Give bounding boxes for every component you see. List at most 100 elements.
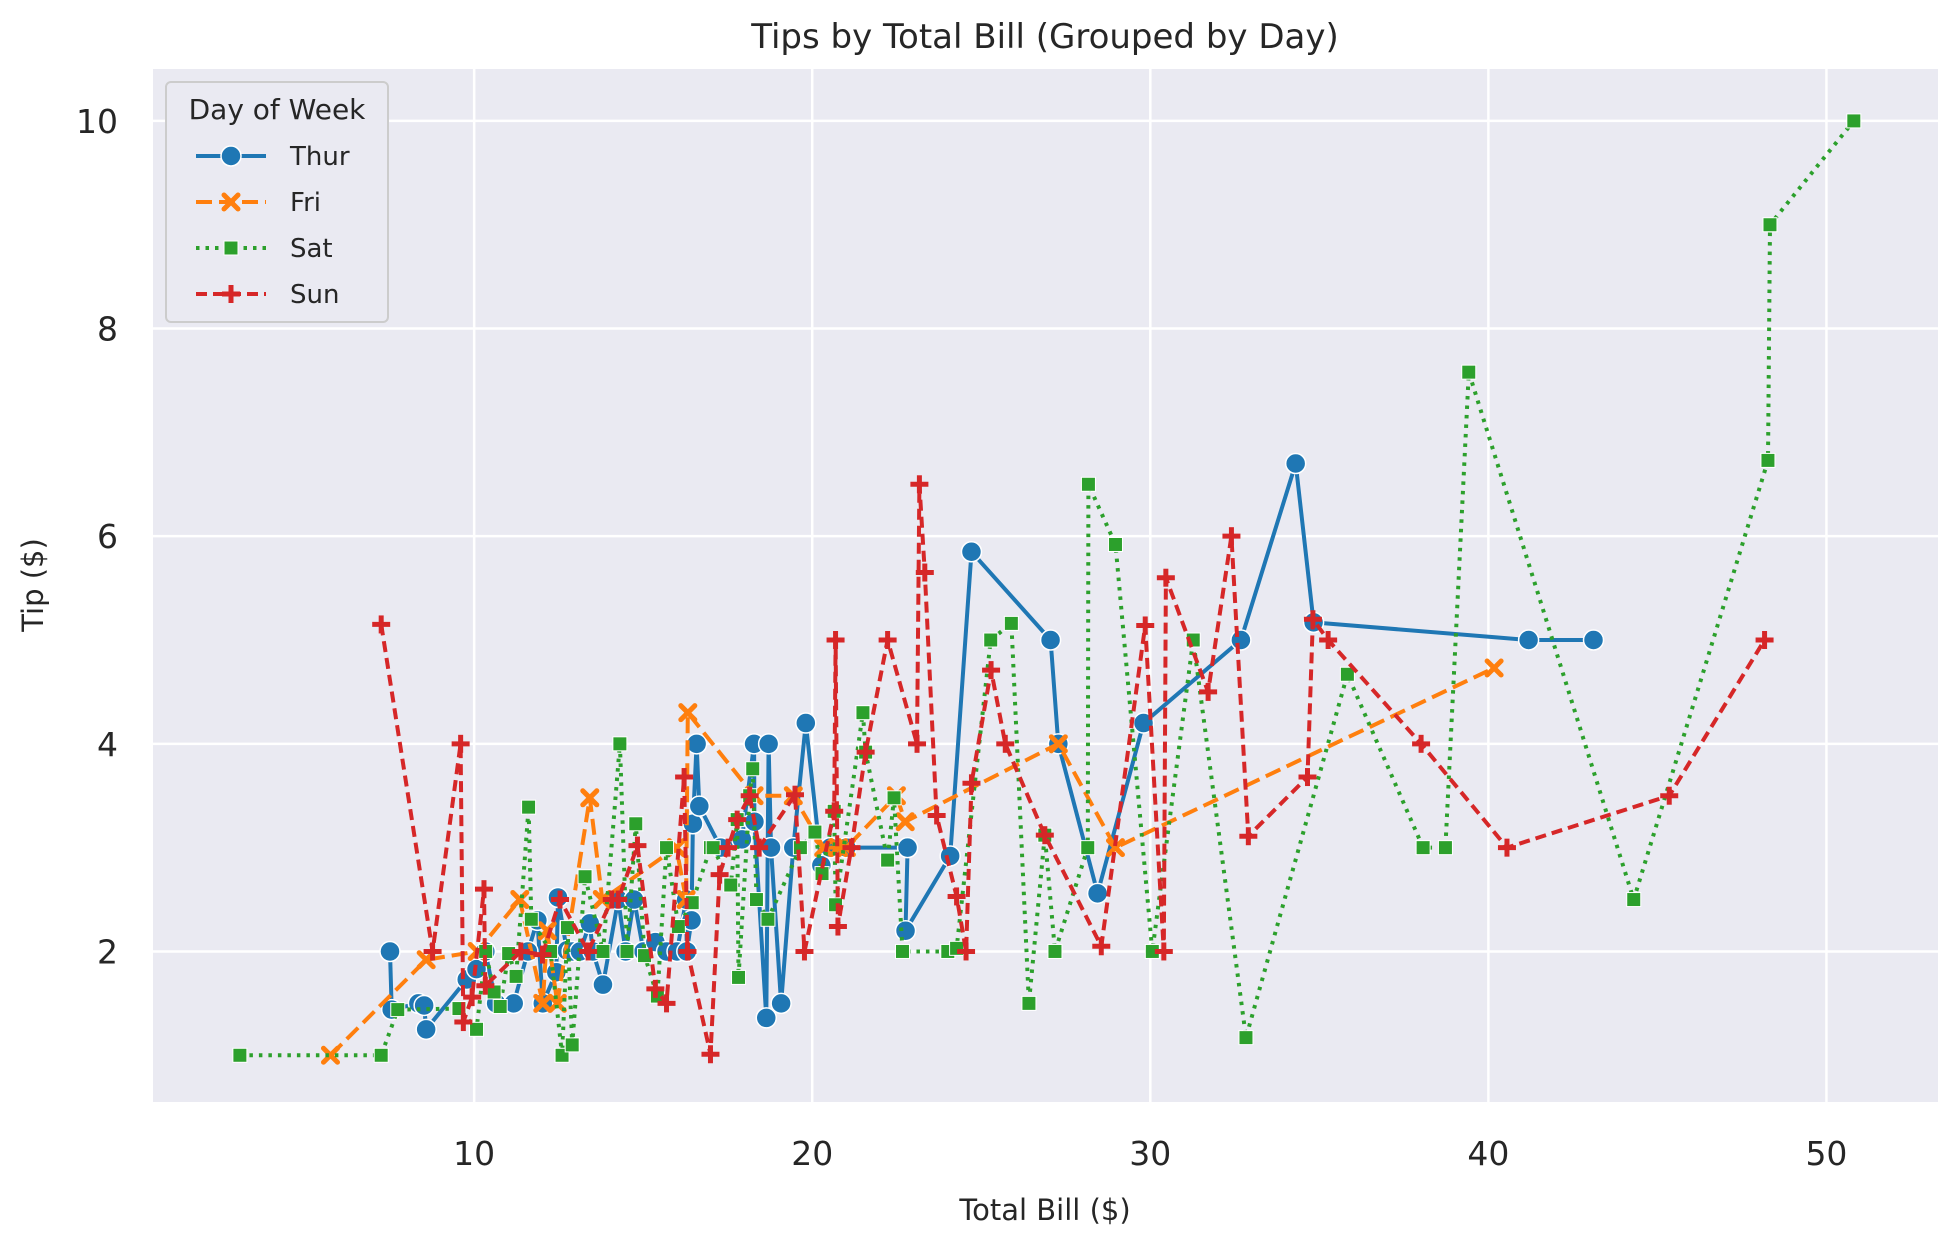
data-point — [646, 979, 665, 998]
x-tick-label: 50 — [1805, 1134, 1847, 1173]
data-point — [547, 993, 567, 1013]
data-point — [678, 942, 697, 961]
data-point — [579, 942, 598, 961]
data-point — [894, 919, 917, 942]
data-point — [1230, 629, 1252, 651]
data-point — [947, 887, 966, 906]
data-point — [785, 785, 804, 804]
y-axis-label: Tip ($) — [16, 538, 50, 633]
data-point — [1107, 536, 1123, 552]
x-tick-label: 10 — [453, 1134, 495, 1173]
data-point — [1582, 629, 1605, 651]
data-point — [1092, 937, 1111, 956]
series-markers — [372, 475, 1774, 1064]
data-point-stroke — [547, 993, 567, 1013]
data-point — [564, 1037, 580, 1053]
data-point — [685, 733, 708, 755]
data-point — [511, 942, 530, 961]
data-point — [1437, 840, 1453, 856]
legend-item-sat: Sat — [196, 234, 333, 264]
data-point — [927, 806, 946, 825]
data-point-stroke — [895, 812, 915, 832]
data-point — [373, 1047, 389, 1063]
data-point — [1298, 768, 1317, 787]
y-tick-label: 2 — [97, 932, 118, 971]
data-point — [533, 993, 553, 1013]
data-point — [770, 992, 792, 1015]
data-point — [996, 734, 1015, 753]
data-point — [1156, 568, 1175, 587]
data-point — [915, 563, 934, 582]
data-point-stroke — [533, 993, 553, 1013]
data-point — [896, 836, 919, 859]
data-point — [828, 917, 847, 936]
data-point — [745, 761, 761, 777]
data-point — [612, 736, 628, 752]
data-point — [1222, 527, 1241, 546]
data-point — [701, 1045, 720, 1064]
legend-label: Thur — [289, 142, 350, 172]
data-point-stroke — [678, 703, 698, 723]
legend-item-thur: Thur — [196, 142, 350, 172]
data-point — [757, 733, 780, 755]
x-tick-label: 30 — [1129, 1134, 1171, 1173]
data-point — [469, 1021, 485, 1037]
data-point — [510, 890, 530, 910]
data-point — [1105, 838, 1125, 858]
data-point — [372, 615, 391, 634]
legend-label: Sun — [290, 280, 339, 310]
data-point — [592, 890, 612, 910]
data-point — [1284, 452, 1307, 475]
data-point — [723, 877, 739, 893]
data-point — [223, 240, 239, 256]
data-point — [842, 838, 861, 857]
data-point — [221, 192, 241, 212]
data-point — [580, 788, 600, 808]
data-point — [878, 631, 897, 650]
data-point — [1497, 838, 1516, 857]
y-tick-label: 10 — [76, 102, 118, 141]
data-point — [1080, 840, 1096, 856]
data-point — [1086, 882, 1109, 905]
data-point — [492, 998, 508, 1014]
data-point — [551, 890, 570, 909]
grid — [153, 69, 1938, 1102]
data-point — [533, 945, 552, 964]
data-point — [719, 838, 738, 857]
data-point — [1303, 610, 1322, 629]
data-point — [910, 475, 929, 494]
data-point — [705, 840, 721, 856]
y-tick-label: 4 — [97, 725, 118, 764]
data-point — [232, 1047, 248, 1063]
data-point — [962, 774, 981, 793]
data-point — [659, 840, 675, 856]
data-point — [1415, 840, 1431, 856]
data-point — [1080, 476, 1096, 492]
data-point — [750, 838, 769, 857]
data-point — [1021, 995, 1037, 1011]
data-point — [222, 285, 240, 303]
plot-area — [153, 69, 1938, 1102]
data-point — [1239, 827, 1258, 846]
data-point — [960, 541, 983, 563]
data-point — [957, 942, 976, 961]
data-point — [523, 911, 539, 927]
data-point — [748, 892, 764, 908]
data-point — [1003, 615, 1019, 631]
data-point-stroke — [221, 192, 241, 212]
data-point — [508, 968, 524, 984]
legend-title: Day of Week — [189, 93, 367, 126]
data-point — [619, 943, 635, 959]
data-point — [413, 994, 435, 1017]
legend-item-sun: Sun — [196, 280, 339, 310]
data-point — [474, 880, 493, 899]
data-point — [814, 866, 830, 882]
data-point — [688, 795, 711, 817]
legend-label: Fri — [290, 188, 321, 218]
data-point — [423, 942, 442, 961]
data-point-stroke — [1105, 838, 1125, 858]
x-tick-label: 20 — [791, 1134, 833, 1173]
data-point — [1339, 666, 1355, 682]
data-point — [731, 969, 747, 985]
